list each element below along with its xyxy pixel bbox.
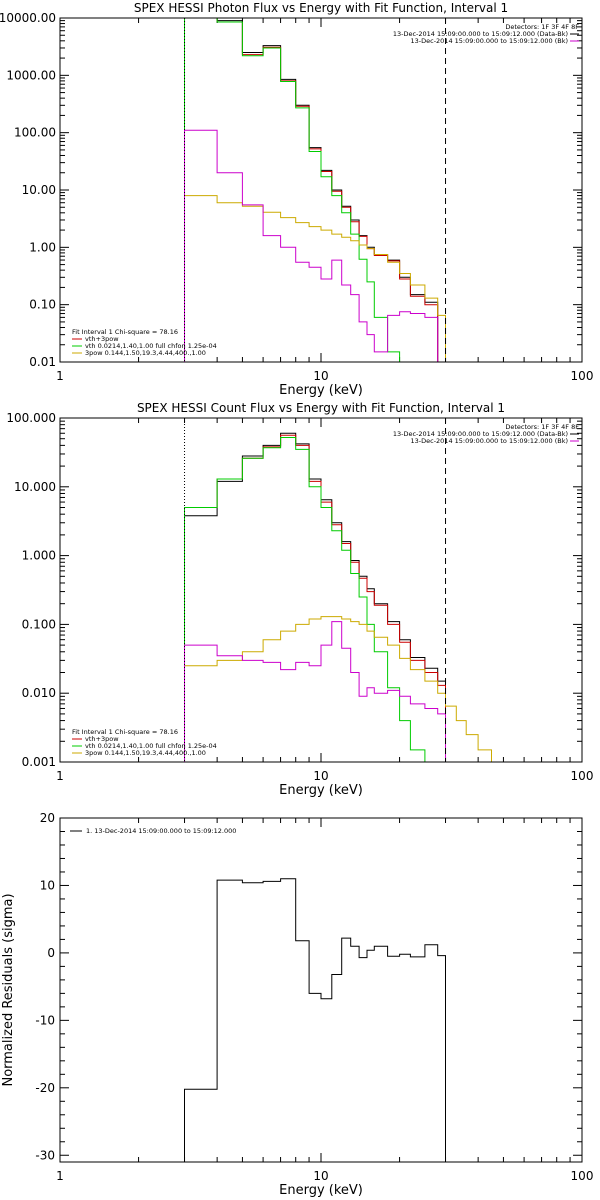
y-tick-label: 10000.00 [0, 11, 56, 25]
series-vth-line [184, 18, 401, 362]
x-axis-label: Energy (keV) [279, 383, 363, 398]
series-bk-line [184, 621, 446, 762]
y-tick-label: 10.000 [14, 480, 56, 494]
y-tick-label: 100.000 [6, 411, 56, 425]
y-tick-label: 10 [40, 878, 55, 892]
x-tick-label: 10 [313, 769, 328, 783]
y-tick-label: 1.00 [29, 240, 56, 254]
y-tick-label: 0.10 [29, 298, 56, 312]
y-tick-label: 10.00 [22, 183, 56, 197]
series-3pow-line [184, 195, 446, 362]
y-tick-label: 100.00 [14, 126, 56, 140]
legend-label: 13-Dec-2014 15:09:00.000 to 15:09:12.000… [393, 430, 568, 438]
fit-legend-label: 3pow 0.144,1.50,19.3,4.44,400.,1.00 [85, 749, 206, 757]
plot-frame [59, 17, 583, 363]
legend-label: 13-Dec-2014 15:09:00.000 to 15:09:12.000… [411, 437, 569, 445]
series-residuals-line [184, 878, 446, 1162]
series-vth-line [184, 437, 426, 762]
data-layer [184, 432, 492, 762]
data-layer [184, 18, 446, 362]
x-axis-label: Energy (keV) [279, 783, 363, 798]
y-tick-label: 0.001 [22, 755, 56, 769]
y-tick-label: 0.01 [29, 355, 56, 369]
y-tick-label: 0.100 [22, 617, 56, 631]
chart-panel-1: SPEX HESSI Photon Flux vs Energy with Fi… [0, 1, 593, 398]
series-3pow-line [184, 616, 492, 762]
series-data-bk-line [184, 18, 439, 362]
plot-frame [59, 817, 583, 1163]
x-tick-label: 1 [56, 1169, 64, 1183]
series-vth-3pow-line [184, 434, 446, 762]
chart-title: SPEX HESSI Photon Flux vs Energy with Fi… [134, 1, 508, 15]
legend-label: 13-Dec-2014 15:09:00.000 to 15:09:12.000… [393, 30, 568, 38]
x-tick-label: 100 [571, 769, 594, 783]
fit-legend-label: vth 0.0214,1.40,1.00 full chfon 1.25e-04 [85, 742, 217, 750]
y-tick-label: 20 [40, 811, 55, 825]
y-tick-label: 1000.00 [6, 68, 56, 82]
y-tick-label: 0.010 [22, 686, 56, 700]
x-tick-label: 10 [313, 369, 328, 383]
data-layer [184, 878, 446, 1162]
series-bk-line [184, 129, 439, 362]
x-tick-label: 100 [571, 1169, 594, 1183]
plot-frame [59, 417, 583, 763]
y-tick-label: 1.000 [22, 549, 56, 563]
fit-legend-label: 3pow 0.144,1.50,19.3,4.44,400.,1.00 [85, 349, 206, 357]
y-tick-label: -10 [35, 1013, 55, 1027]
y-tick-label: -20 [35, 1081, 55, 1095]
x-tick-label: 10 [313, 1169, 328, 1183]
fit-legend-label: vth 0.0214,1.40,1.00 full chfon 1.25e-04 [85, 342, 217, 350]
chart-title: SPEX HESSI Count Flux vs Energy with Fit… [137, 401, 505, 415]
x-tick-label: 100 [571, 369, 594, 383]
legend-header: Detectors: 1F 3F 4F 8F [505, 23, 579, 31]
legend-header: Detectors: 1F 3F 4F 8F [505, 423, 579, 431]
x-tick-label: 1 [56, 369, 64, 383]
fit-legend-label: vth+3pow [85, 735, 119, 743]
fit-legend-label: vth+3pow [85, 335, 119, 343]
fit-legend-header: Fit Interval 1 Chi-square = 78.16 [72, 328, 178, 336]
x-axis-label: Energy (keV) [279, 1183, 363, 1198]
y-axis-label: Normalized Residuals (sigma) [1, 893, 16, 1086]
legend-label: 1. 13-Dec-2014 15:09:00.000 to 15:09:12.… [86, 827, 236, 835]
chart-panel-2: SPEX HESSI Count Flux vs Energy with Fit… [6, 401, 593, 798]
series-data-bk-line [184, 432, 446, 762]
x-tick-label: 1 [56, 769, 64, 783]
legend-label: 13-Dec-2014 15:09:00.000 to 15:09:12.000… [411, 37, 569, 45]
series-vth-3pow-line [184, 18, 439, 362]
y-tick-label: 0 [47, 946, 55, 960]
y-tick-label: -30 [35, 1148, 55, 1162]
fit-legend-header: Fit Interval 1 Chi-square = 78.16 [72, 728, 178, 736]
